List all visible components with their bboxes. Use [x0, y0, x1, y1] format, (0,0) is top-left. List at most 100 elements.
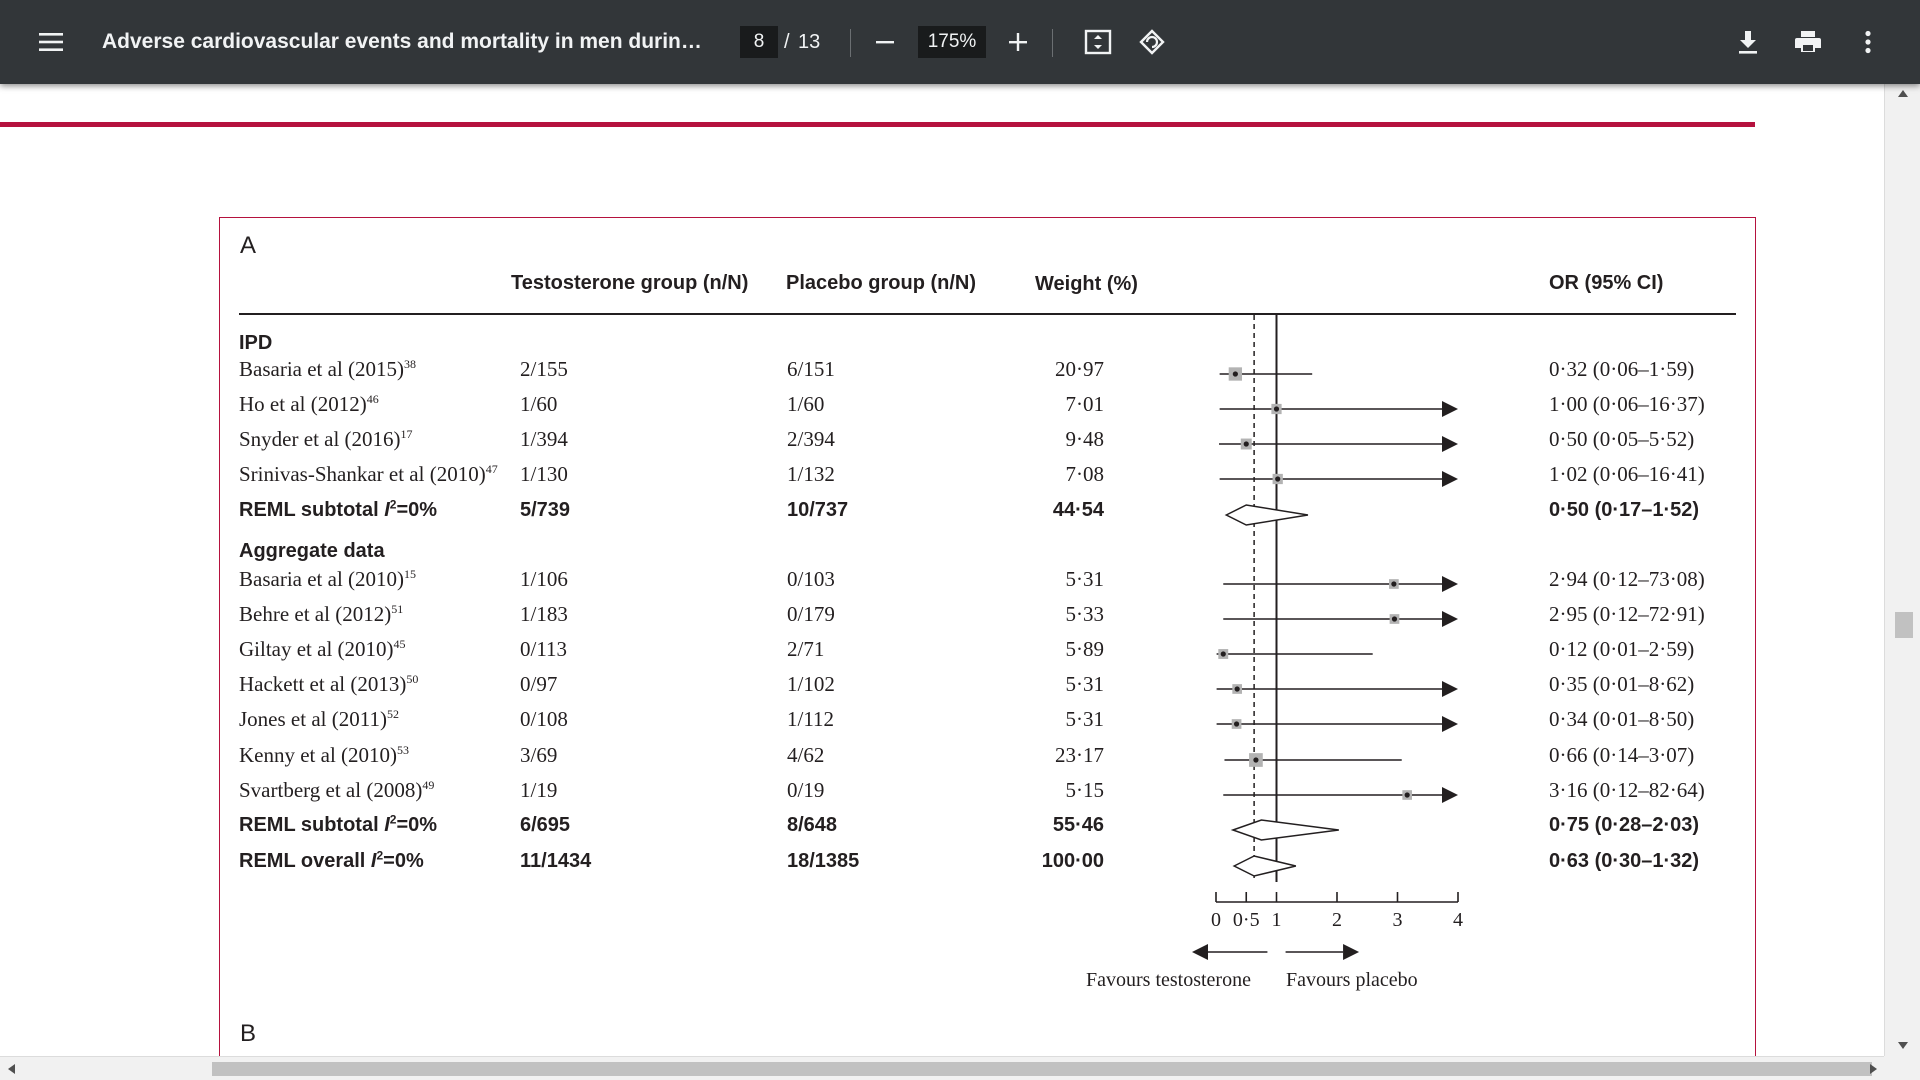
testosterone-count: 1/183 — [520, 602, 568, 626]
placebo-count: 0/103 — [787, 567, 835, 591]
testosterone-count: 2/155 — [520, 357, 568, 381]
minus-icon[interactable] — [868, 26, 902, 58]
study-reference: 53 — [397, 743, 410, 757]
placebo-count: 2/71 — [787, 637, 825, 661]
testosterone-count: 0/97 — [520, 672, 558, 696]
vertical-scroll-thumb[interactable] — [1895, 612, 1913, 638]
study-name: Srinivas-Shankar et al (2010)47 — [239, 462, 498, 486]
odds-ratio-ci: 1·00 (0·06–16·37) — [1549, 392, 1705, 416]
odds-ratio-ci: 2·94 (0·12–73·08) — [1549, 567, 1705, 591]
rotate-icon[interactable] — [1134, 24, 1170, 60]
horizontal-scroll-thumb[interactable] — [212, 1062, 1872, 1076]
toolbar-divider — [1052, 29, 1053, 57]
study-name: REML subtotal I2=0% — [239, 497, 438, 521]
scrollbar-corner — [1884, 1056, 1920, 1080]
page-header-rule — [0, 122, 1755, 127]
weight-value: 20·97 — [1055, 357, 1104, 381]
study-reference: 17 — [400, 427, 413, 441]
study-reference: 49 — [422, 778, 435, 792]
placebo-count: 4/62 — [787, 743, 825, 767]
page-separator: / — [784, 31, 790, 53]
testosterone-count: 1/106 — [520, 567, 568, 591]
page-total: 13 — [798, 31, 821, 53]
weight-value: 44·54 — [1052, 499, 1104, 521]
placebo-count: 1/132 — [787, 462, 835, 486]
panel-label-b: B — [240, 1020, 257, 1047]
testosterone-count: 0/108 — [520, 707, 568, 731]
fit-to-page-icon[interactable] — [1080, 24, 1116, 60]
odds-ratio-ci: 1·02 (0·06–16·41) — [1549, 462, 1705, 486]
study-reference: 15 — [404, 567, 417, 581]
weight-value: 5·31 — [1065, 707, 1105, 731]
study-name: Hackett et al (2013)50 — [239, 672, 419, 696]
placebo-count: 18/1385 — [787, 850, 860, 872]
study-name: Kenny et al (2010)53 — [239, 743, 410, 767]
header-or: OR (95% CI) — [1549, 272, 1664, 294]
zoom-level-input[interactable]: 175% — [918, 26, 986, 58]
study-name: Basaria et al (2015)38 — [239, 357, 417, 381]
odds-ratio-ci: 0·75 (0·28–2·03) — [1549, 814, 1700, 836]
odds-ratio-ci: 0·35 (0·01–8·62) — [1549, 672, 1695, 696]
weight-value: 5·31 — [1065, 672, 1105, 696]
pdf-toolbar: Adverse cardiovascular events and mortal… — [0, 0, 1920, 84]
scroll-up-arrow-icon[interactable] — [1898, 90, 1908, 97]
study-name: Jones et al (2011)52 — [239, 707, 399, 731]
placebo-count: 1/102 — [787, 672, 835, 696]
testosterone-count: 1/19 — [520, 778, 558, 802]
odds-ratio-ci: 3·16 (0·12–82·64) — [1549, 778, 1705, 802]
odds-ratio-ci: 0·12 (0·01–2·59) — [1549, 637, 1695, 661]
weight-value: 55·46 — [1052, 814, 1104, 836]
toolbar-divider — [850, 29, 851, 57]
odds-ratio-ci: 0·32 (0·06–1·59) — [1549, 357, 1695, 381]
testosterone-count: 1/394 — [520, 427, 568, 451]
placebo-count: 0/19 — [787, 778, 825, 802]
scroll-down-arrow-icon[interactable] — [1898, 1042, 1908, 1049]
page-number-input[interactable]: 8 — [740, 26, 778, 58]
study-name: Behre et al (2012)51 — [239, 602, 404, 626]
odds-ratio-ci: 0·66 (0·14–3·07) — [1549, 743, 1695, 767]
figure-frame — [219, 217, 1756, 1056]
favours-placebo-label: Favours placebo — [1286, 969, 1418, 991]
study-reference: 50 — [406, 672, 419, 686]
placebo-count: 8/648 — [787, 814, 838, 836]
testosterone-count: 1/130 — [520, 462, 568, 486]
scroll-right-arrow-icon[interactable] — [1870, 1064, 1877, 1074]
download-icon[interactable] — [1730, 24, 1766, 60]
plus-icon[interactable] — [1001, 26, 1035, 58]
testosterone-count: 5/739 — [520, 499, 571, 521]
header-placebo: Placebo group (n/N) — [786, 272, 976, 294]
horizontal-scrollbar[interactable] — [0, 1056, 1884, 1080]
odds-ratio-ci: 0·63 (0·30–1·32) — [1549, 850, 1700, 872]
header-weight: Weight (%) — [1035, 273, 1138, 295]
placebo-count: 6/151 — [787, 357, 835, 381]
print-icon[interactable] — [1790, 24, 1826, 60]
study-name: REML subtotal I2=0% — [239, 812, 438, 836]
study-reference: 46 — [366, 392, 379, 406]
testosterone-count: 0/113 — [520, 637, 568, 661]
placebo-count: 1/60 — [787, 392, 825, 416]
odds-ratio-ci: 0·34 (0·01–8·50) — [1549, 707, 1695, 731]
odds-ratio-ci: 0·50 (0·05–5·52) — [1549, 427, 1695, 451]
weight-value: 9·48 — [1065, 427, 1105, 451]
study-name: Basaria et al (2010)15 — [239, 567, 417, 591]
panel-label-a: A — [240, 232, 257, 259]
weight-value: 23·17 — [1055, 743, 1104, 767]
odds-ratio-ci: 2·95 (0·12–72·91) — [1549, 602, 1705, 626]
placebo-count: 2/394 — [787, 427, 835, 451]
study-name: REML overall I2=0% — [239, 848, 424, 872]
scroll-left-arrow-icon[interactable] — [8, 1064, 15, 1074]
header-rule — [239, 313, 1736, 315]
vertical-scrollbar[interactable] — [1884, 84, 1920, 1056]
more-vert-icon[interactable] — [1852, 24, 1884, 60]
testosterone-count: 11/1434 — [520, 850, 592, 872]
favours-testosterone-label: Favours testosterone — [1086, 969, 1251, 991]
study-reference: 52 — [386, 707, 399, 721]
study-reference: 51 — [391, 602, 404, 616]
weight-value: 5·31 — [1065, 567, 1105, 591]
document-viewport[interactable]: A B Testosterone group (n/N) Placebo gro… — [0, 84, 1884, 1056]
testosterone-count: 3/69 — [520, 743, 558, 767]
weight-value: 7·08 — [1065, 462, 1105, 486]
odds-ratio-ci: 0·50 (0·17–1·52) — [1549, 499, 1700, 521]
study-name: Giltay et al (2010)45 — [239, 637, 406, 661]
hamburger-menu-icon[interactable] — [34, 26, 68, 58]
